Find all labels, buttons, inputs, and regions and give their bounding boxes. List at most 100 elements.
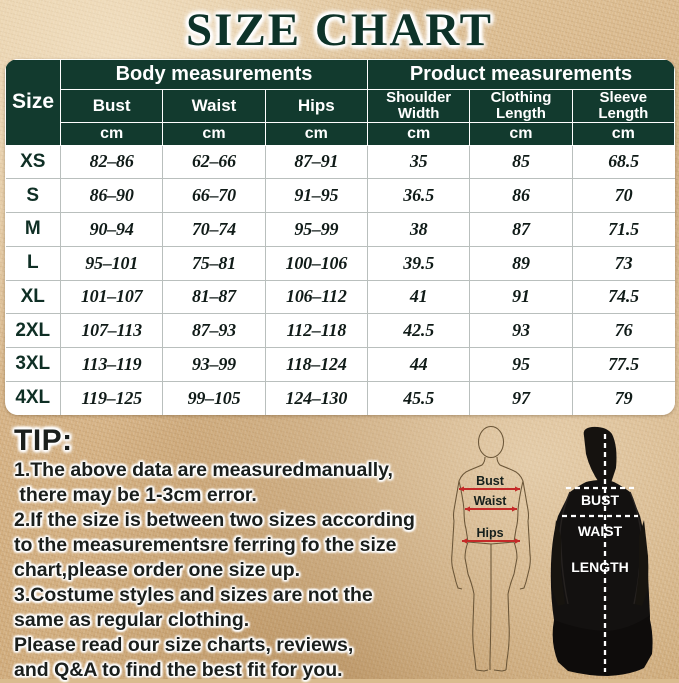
table-header: Size Body measurements Product measureme… (5, 59, 675, 146)
column-header-sleeve-length: Sleeve Length (571, 89, 675, 123)
table-row: XS 82–86 62–66 87–91 35 85 68.5 (5, 145, 675, 180)
size-chart-table-container: Size Body measurements Product measureme… (5, 59, 675, 415)
table-row: S 86–90 66–70 91–95 36.5 86 70 (5, 178, 675, 213)
unit-header-sleeve: cm (571, 121, 675, 146)
title-area: SIZE CHART (0, 2, 679, 58)
cell-waist: 87–93 (162, 313, 266, 348)
cell-clothing: 97 (469, 381, 573, 415)
group-header-body-measurements: Body measurements (60, 59, 368, 90)
header-row-units: cm cm cm cm cm cm (6, 121, 675, 146)
cell-waist: 75–81 (162, 246, 266, 281)
column-header-clothing-length: Clothing Length (469, 89, 573, 123)
cell-hips: 112–118 (265, 313, 368, 348)
cell-clothing: 85 (469, 145, 573, 180)
cell-hips: 95–99 (265, 212, 368, 247)
cell-shoulder: 41 (367, 280, 471, 315)
cell-hips: 106–112 (265, 280, 368, 315)
cell-sleeve: 74.5 (572, 280, 675, 315)
cell-shoulder: 35 (367, 145, 471, 180)
cell-waist: 66–70 (162, 178, 266, 213)
cell-hips: 100–106 (265, 246, 368, 281)
garment-guide-lines (562, 434, 638, 672)
cell-shoulder: 42.5 (367, 313, 471, 348)
column-header-waist: Waist (162, 89, 266, 123)
cell-clothing: 87 (469, 212, 573, 247)
unit-header-waist: cm (162, 121, 266, 146)
cell-hips: 118–124 (265, 347, 368, 382)
tip-line: there may be 1-3cm error. (14, 484, 257, 506)
size-cell: XL (5, 280, 61, 315)
tip-line: 3.Costume styles and sizes are not the (14, 584, 373, 606)
tip-line: 1.The above data are measuredmanually, (14, 459, 393, 481)
unit-header-hips: cm (264, 121, 368, 146)
cell-shoulder: 39.5 (367, 246, 471, 281)
body-label-waist: Waist (474, 494, 508, 508)
cell-bust: 107–113 (60, 313, 164, 348)
cell-waist: 70–74 (162, 212, 266, 247)
cell-clothing: 91 (469, 280, 573, 315)
tip-line: chart,please order one size up. (14, 559, 301, 581)
header-row-groups: Size Body measurements Product measureme… (5, 59, 675, 146)
size-cell: M (5, 212, 61, 247)
cell-shoulder: 36.5 (367, 178, 471, 213)
garment-shape (550, 426, 653, 676)
table-row: XL 101–107 81–87 106–112 41 91 74.5 (5, 280, 675, 315)
tip-line: to the measurementsre ferring fo the siz… (14, 534, 397, 556)
column-header-size: Size (5, 59, 61, 146)
size-cell: S (5, 178, 61, 213)
body-measurement-illustration: Bust Waist Hips (432, 424, 550, 676)
cell-clothing: 89 (469, 246, 573, 281)
cell-sleeve: 71.5 (572, 212, 675, 247)
column-header-hips: Hips (264, 89, 368, 123)
cell-bust: 113–119 (60, 347, 164, 382)
body-label-hips: Hips (476, 526, 503, 540)
cell-clothing: 95 (469, 347, 573, 382)
measure-line-waist (465, 506, 517, 512)
cell-bust: 86–90 (60, 178, 164, 213)
table-body: XS 82–86 62–66 87–91 35 85 68.5 S 86–90 66–70 91–9… (5, 145, 675, 415)
garment-label-bust: BUST (581, 492, 620, 508)
garment-illustration: BUST WAIST LENGTH (548, 424, 676, 677)
column-header-shoulder-width: Shoulder Width (366, 89, 471, 123)
table-row: L 95–101 75–81 100–106 39.5 89 73 (5, 246, 675, 281)
cell-sleeve: 70 (572, 178, 675, 213)
size-cell: 4XL (5, 381, 61, 415)
cell-waist: 62–66 (162, 145, 266, 180)
tip-block: TIP: 1.The above data are measuredmanual… (14, 424, 434, 683)
page-title: SIZE CHART (186, 4, 493, 56)
body-label-bust: Bust (476, 474, 505, 488)
unit-header-clothing: cm (469, 121, 573, 146)
cell-hips: 91–95 (265, 178, 368, 213)
tip-line: Please read our size charts, reviews, (14, 634, 354, 656)
cell-bust: 82–86 (60, 145, 164, 180)
cell-shoulder: 38 (367, 212, 471, 247)
cell-bust: 90–94 (60, 212, 164, 247)
cell-bust: 101–107 (60, 280, 164, 315)
group-header-product-measurements: Product measurements (366, 59, 675, 90)
tip-line: same as regular clothing. (14, 609, 250, 631)
cell-waist: 81–87 (162, 280, 266, 315)
cell-bust: 95–101 (60, 246, 164, 281)
cell-sleeve: 76 (572, 313, 675, 348)
unit-header-bust: cm (59, 121, 164, 146)
cell-waist: 99–105 (162, 381, 266, 415)
cell-bust: 119–125 (60, 381, 164, 415)
cell-hips: 87–91 (265, 145, 368, 180)
table-row: 2XL 107–113 87–93 112–118 42.5 93 76 (5, 313, 675, 348)
cell-sleeve: 73 (572, 246, 675, 281)
table-row: M 90–94 70–74 95–99 38 87 71.5 (5, 212, 675, 247)
cell-clothing: 93 (469, 313, 573, 348)
cell-shoulder: 44 (367, 347, 471, 382)
body-figure-svg: Bust Waist Hips (451, 425, 531, 672)
cell-sleeve: 68.5 (572, 145, 675, 180)
cell-hips: 124–130 (265, 381, 368, 415)
size-cell: 2XL (5, 313, 61, 348)
body-outline (451, 425, 531, 672)
tip-text: 1.The above data are measuredmanually, t… (14, 458, 434, 683)
size-cell: XS (5, 145, 61, 180)
size-cell: L (5, 246, 61, 281)
tip-line: 2.If the size is between two sizes accor… (14, 509, 415, 531)
measure-line-hips (462, 538, 520, 544)
cell-shoulder: 45.5 (367, 381, 471, 415)
tip-heading: TIP: (14, 424, 73, 457)
